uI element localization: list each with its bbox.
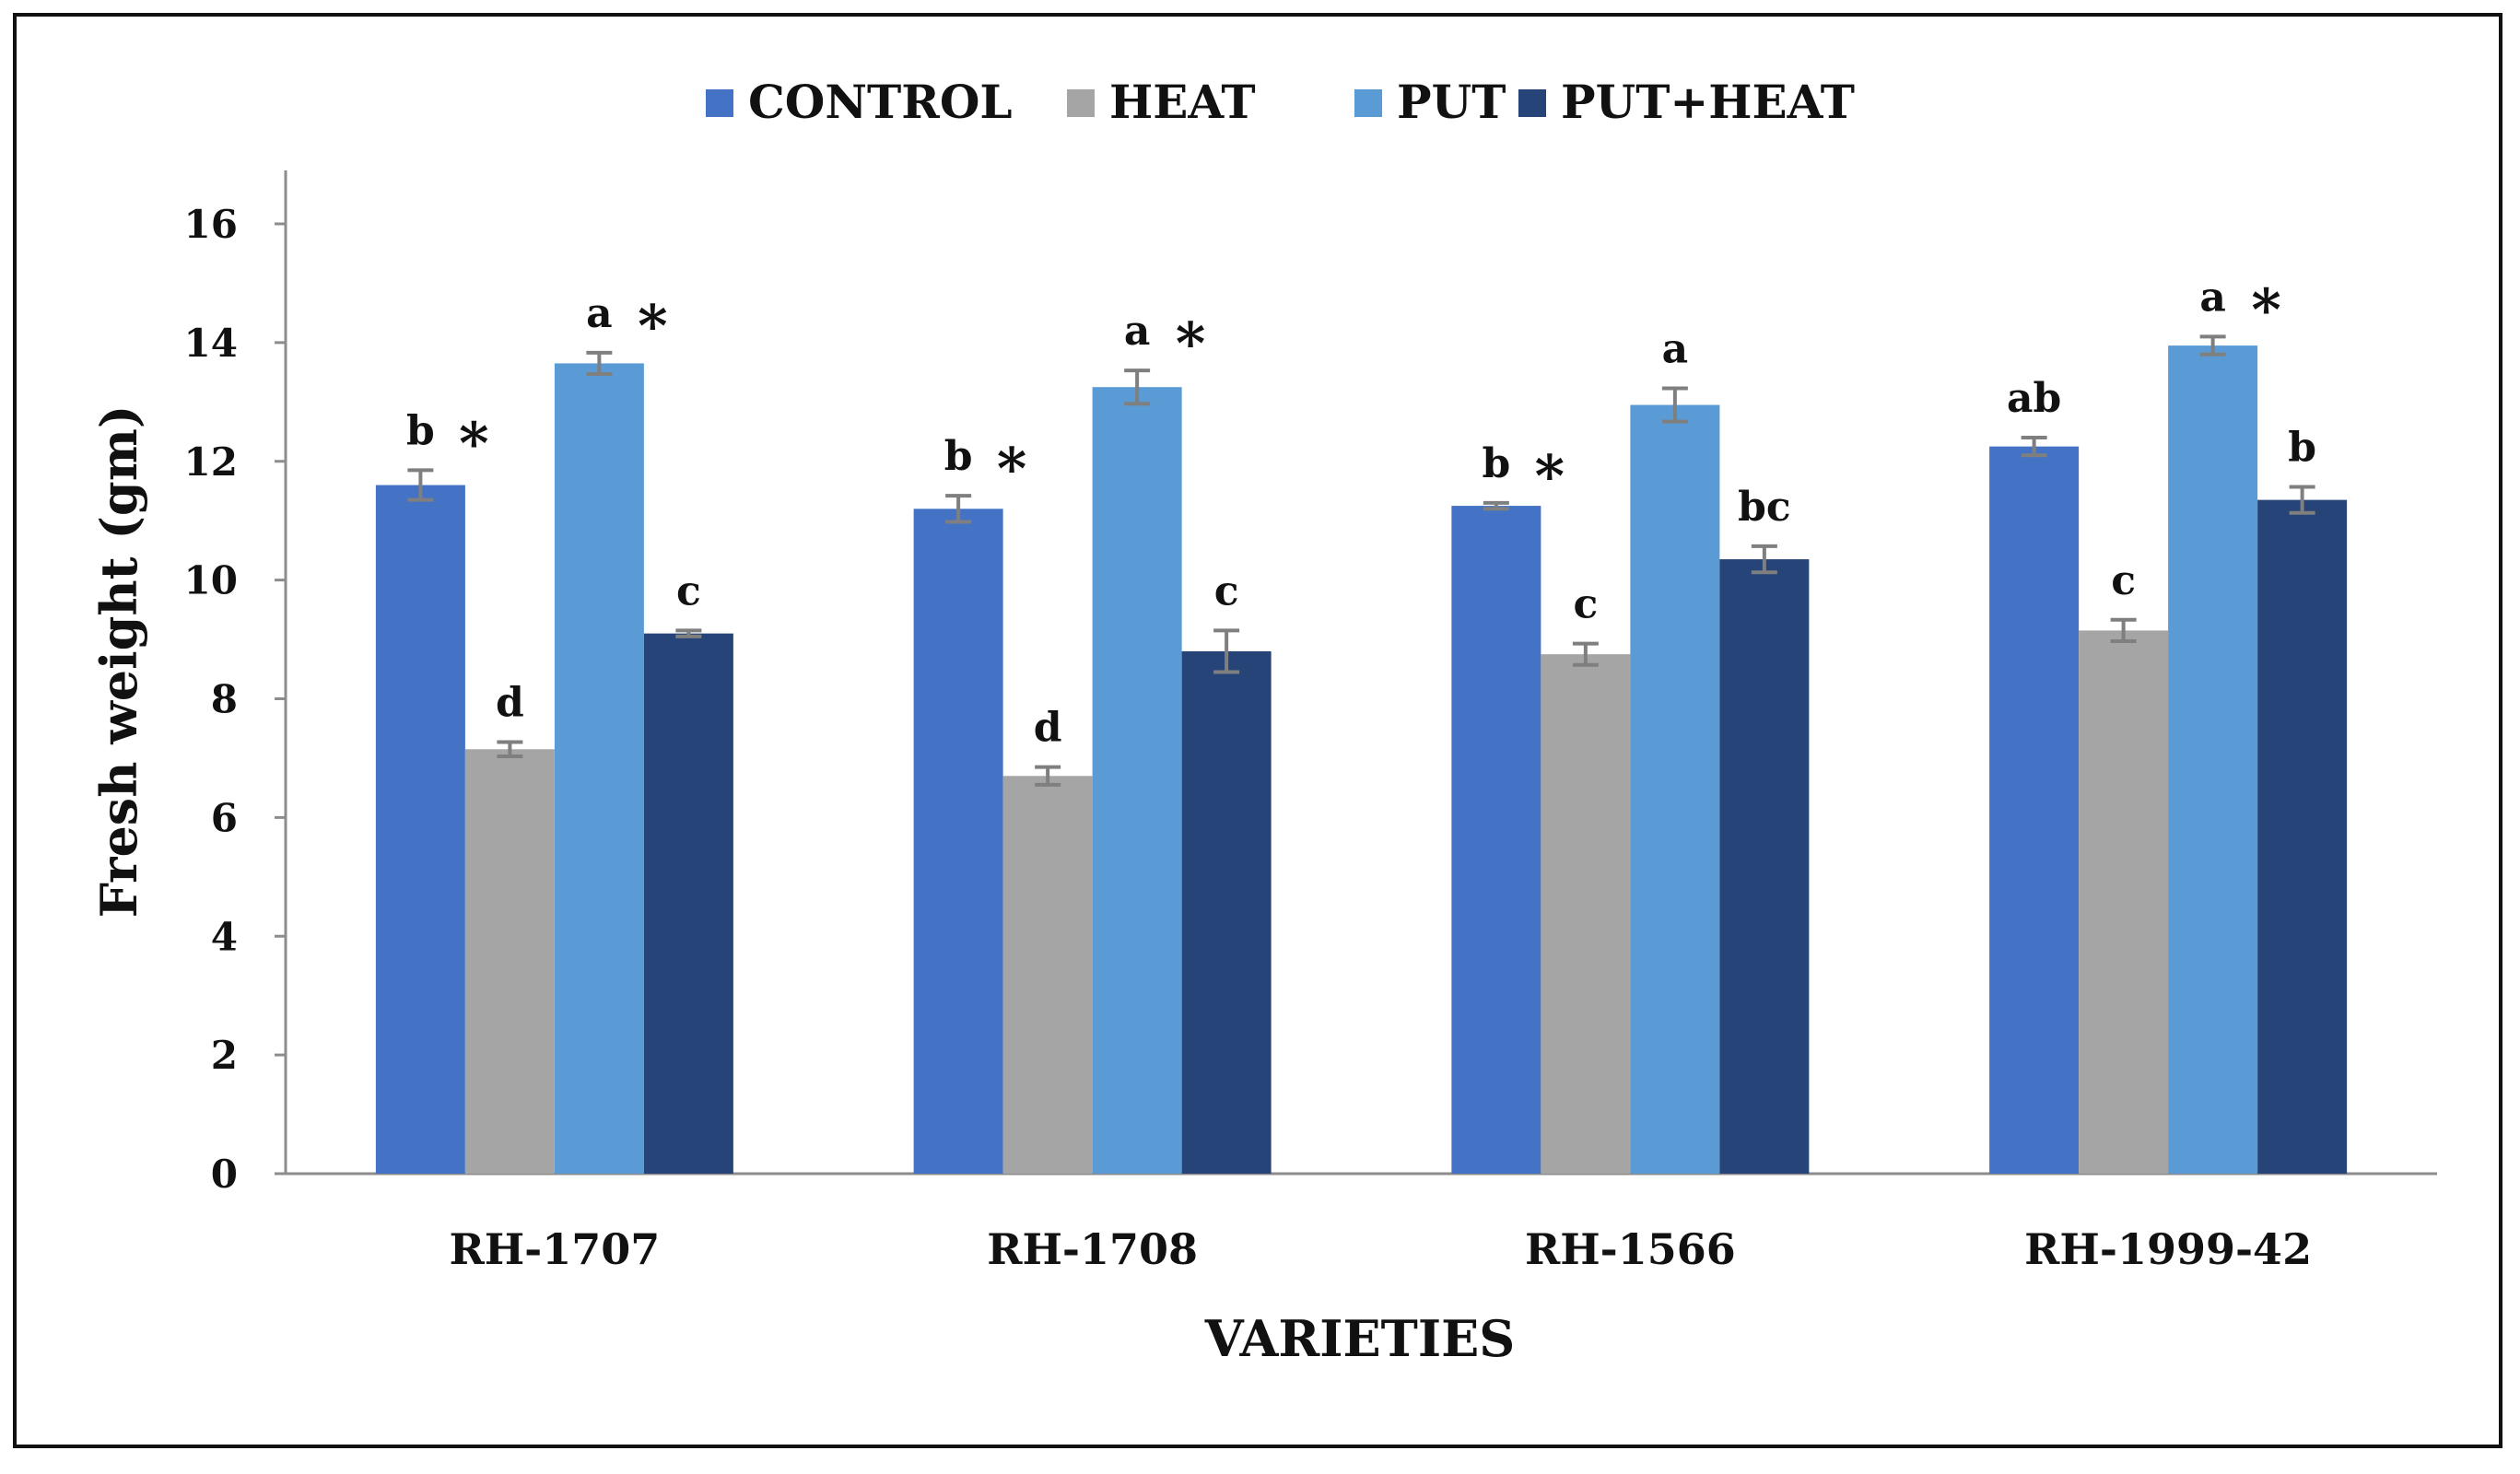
legend-swatch xyxy=(1518,89,1546,117)
significance-letter: c xyxy=(1214,567,1239,614)
bar-put-rh-1708 xyxy=(1092,387,1182,1174)
legend-label: HEAT xyxy=(1109,75,1256,129)
significance-letter: a xyxy=(1124,308,1151,355)
significance-letter: ab xyxy=(2007,375,2061,422)
y-tick-label: 2 xyxy=(211,1033,238,1078)
significance-star: * xyxy=(638,292,667,359)
significance-star: * xyxy=(997,435,1026,502)
bar-heat-rh-1566 xyxy=(1541,654,1631,1174)
significance-letter: b xyxy=(1482,440,1510,487)
legend-item-put-plus-heat: PUT+HEAT xyxy=(1518,75,1855,129)
significance-letter: b xyxy=(2288,424,2316,471)
y-tick-label: 16 xyxy=(184,202,238,247)
significance-letter: c xyxy=(2111,557,2136,604)
y-axis-title: Fresh weight (gm) xyxy=(89,405,148,918)
y-axis: 0 2 4 6 8 10 12 14 16 xyxy=(184,170,287,1197)
error-bar xyxy=(675,628,702,638)
bar-put-rh-1999-42 xyxy=(2168,345,2258,1174)
error-bar xyxy=(1213,628,1240,674)
x-axis-title: VARIETIES xyxy=(1204,1309,1516,1368)
y-tick-label: 0 xyxy=(211,1152,238,1197)
error-bar xyxy=(1751,544,1777,575)
significance-letter: a xyxy=(2199,274,2226,321)
significance-letter: d xyxy=(1034,705,1062,752)
error-bar xyxy=(2199,334,2226,357)
error-bar xyxy=(1483,500,1509,511)
x-category-label: RH-1999-42 xyxy=(2024,1224,2312,1274)
bar-put-plus-heat-rh-1708 xyxy=(1181,650,1272,1174)
bar-put-rh-1566 xyxy=(1630,404,1720,1174)
bar-heat-rh-1708 xyxy=(1002,776,1093,1174)
bar-control-rh-1999-42 xyxy=(1989,446,2080,1174)
legend-item-control: CONTROL xyxy=(706,75,1013,129)
legend-item-heat: HEAT xyxy=(1067,75,1256,129)
significance-letter: d xyxy=(496,680,524,727)
bars xyxy=(375,334,2348,1175)
significance-letter: a xyxy=(586,290,613,337)
y-tick-label: 4 xyxy=(211,914,238,959)
error-bar xyxy=(1661,386,1688,424)
x-category-label: RH-1708 xyxy=(987,1224,1198,1274)
significance-annotations: b * b * b * ab d d c c a * a * a a * c c bc b xyxy=(406,274,2316,751)
x-axis: RH-1707 RH-1708 RH-1566 RH-1999-42 xyxy=(275,1172,2437,1274)
legend-label: CONTROL xyxy=(748,75,1013,129)
bar-heat-rh-1707 xyxy=(464,749,555,1174)
bar-put-plus-heat-rh-1566 xyxy=(1719,559,1810,1174)
significance-letter: b xyxy=(406,407,435,454)
y-tick-label: 12 xyxy=(184,439,238,485)
y-tick-label: 8 xyxy=(211,677,238,722)
error-bar xyxy=(586,350,613,377)
legend-swatch xyxy=(706,89,733,117)
error-bar xyxy=(2021,435,2047,458)
significance-letter: bc xyxy=(1738,484,1791,531)
error-bar xyxy=(945,494,972,524)
significance-letter: a xyxy=(1662,325,1689,372)
legend: CONTROL HEAT PUT PUT+HEAT xyxy=(706,75,1855,129)
significance-star: * xyxy=(459,409,488,476)
error-bar xyxy=(1124,368,1151,406)
error-bar xyxy=(1572,641,1599,667)
y-tick-label: 10 xyxy=(184,558,238,603)
significance-letter: c xyxy=(676,567,701,614)
error-bar xyxy=(1035,765,1061,787)
x-category-label: RH-1566 xyxy=(1525,1224,1736,1274)
error-bar xyxy=(497,740,523,759)
legend-swatch xyxy=(1354,89,1382,117)
significance-letter: b xyxy=(944,433,973,480)
significance-star: * xyxy=(1535,442,1565,509)
bar-heat-rh-1999-42 xyxy=(2079,630,2169,1174)
legend-label: PUT+HEAT xyxy=(1561,75,1855,129)
legend-label: PUT xyxy=(1397,75,1506,129)
legend-swatch xyxy=(1067,89,1095,117)
significance-letter: c xyxy=(1573,581,1598,628)
bar-put-rh-1707 xyxy=(554,363,644,1175)
significance-star: * xyxy=(2251,275,2280,343)
y-tick-label: 6 xyxy=(211,795,238,840)
x-category-label: RH-1707 xyxy=(449,1224,660,1274)
error-bar xyxy=(407,468,434,502)
y-tick-label: 14 xyxy=(184,321,238,366)
bar-control-rh-1707 xyxy=(375,485,465,1174)
bar-control-rh-1708 xyxy=(913,509,1003,1174)
error-bar xyxy=(2289,485,2315,515)
significance-star: * xyxy=(1176,310,1205,377)
bar-control-rh-1566 xyxy=(1451,506,1541,1174)
error-bar xyxy=(2110,617,2137,643)
bar-put-plus-heat-rh-1999-42 xyxy=(2257,499,2348,1174)
legend-item-put: PUT xyxy=(1354,75,1506,129)
bar-put-plus-heat-rh-1707 xyxy=(643,633,733,1174)
